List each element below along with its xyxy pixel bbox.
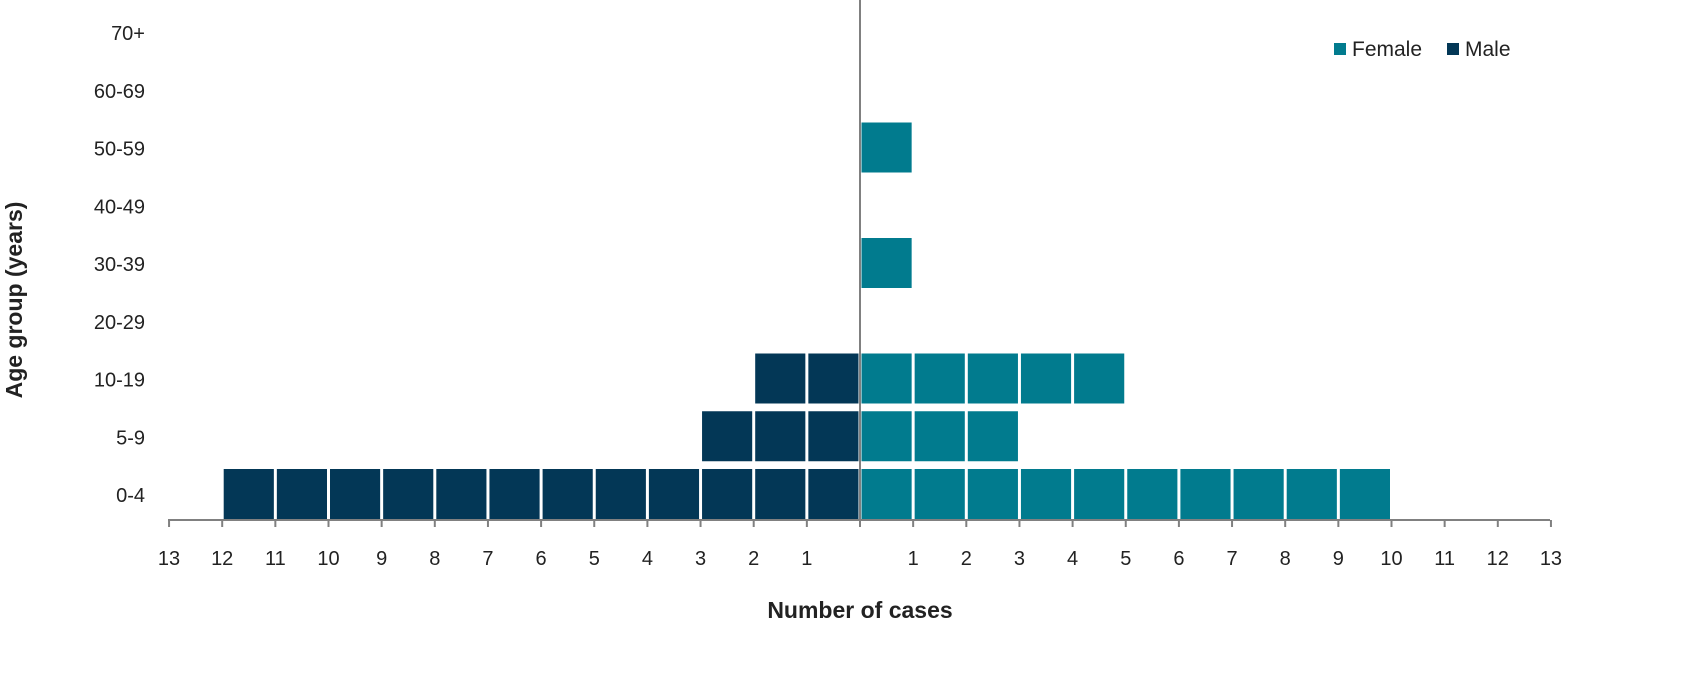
bar-male-0-4-case-6	[542, 469, 593, 519]
bar-male-0-4-case-5	[595, 469, 646, 519]
bar-male-0-4-case-1	[808, 469, 859, 519]
bars-group	[223, 122, 1390, 519]
x-tick-label: 6	[536, 548, 547, 570]
y-tick-label: 40-49	[94, 196, 145, 218]
bar-female-30-39-case-1	[861, 238, 912, 288]
bar-female-10-19-case-5	[1074, 353, 1125, 404]
legend-swatch-female	[1334, 43, 1346, 55]
y-tick-label: 0-4	[116, 485, 145, 507]
x-tick-label: 12	[211, 548, 233, 570]
y-axis: 0-4 5-9 10-19 20-29 30-39 40-49 50-59 60-69 70+	[94, 23, 145, 507]
bar-female-0-4-case-8	[1233, 469, 1284, 519]
bar-male-10-19-case-1	[808, 353, 859, 404]
bar-female-0-4-case-1	[861, 469, 912, 519]
x-tick-label: 4	[1067, 548, 1078, 570]
bar-male-0-4-case-10	[330, 469, 381, 519]
x-tick-label: 2	[961, 548, 972, 570]
bar-female-0-4-case-7	[1180, 469, 1231, 519]
bar-female-0-4-case-5	[1074, 469, 1125, 519]
bar-female-10-19-case-2	[914, 353, 965, 404]
y-tick-label: 60-69	[94, 81, 145, 103]
legend-label-male: Male	[1465, 38, 1511, 61]
bar-female-10-19-case-3	[967, 353, 1018, 404]
bar-male-0-4-case-3	[702, 469, 753, 519]
x-tick-label: 8	[429, 548, 440, 570]
y-axis-title: Age group (years)	[1, 202, 27, 399]
bar-male-0-4-case-12	[223, 469, 274, 519]
bar-male-5-9-case-3	[702, 411, 753, 462]
legend-swatch-male	[1447, 43, 1459, 55]
bar-female-0-4-case-10	[1339, 469, 1390, 519]
x-tick-label: 10	[317, 548, 339, 570]
x-tick-label: 10	[1380, 548, 1402, 570]
bar-male-0-4-case-11	[276, 469, 327, 519]
x-tick-label: 7	[1226, 548, 1237, 570]
x-tick-label: 9	[1333, 548, 1344, 570]
y-tick-label: 5-9	[116, 427, 145, 449]
x-tick-label: 3	[695, 548, 706, 570]
x-tick-label: 7	[482, 548, 493, 570]
bar-male-0-4-case-9	[383, 469, 434, 519]
bar-male-5-9-case-2	[755, 411, 806, 462]
bar-female-5-9-case-2	[914, 411, 965, 462]
bar-female-5-9-case-1	[861, 411, 912, 462]
bar-female-10-19-case-1	[861, 353, 912, 404]
x-tick-label: 6	[1173, 548, 1184, 570]
x-tick-label: 13	[1540, 548, 1562, 570]
x-tick-label: 8	[1280, 548, 1291, 570]
x-tick-label: 4	[642, 548, 653, 570]
bar-female-0-4-case-2	[914, 469, 965, 519]
legend-label-female: Female	[1352, 38, 1422, 61]
bar-male-0-4-case-4	[648, 469, 700, 519]
bar-male-5-9-case-1	[808, 411, 859, 462]
x-tick-label: 11	[265, 548, 286, 570]
x-axis: 13 12 11 10 9 8 7 6 5 4 3 2 1 1 2 3 4 5 6 7 8 9 10 11 12 13	[158, 519, 1562, 570]
y-tick-label: 50-59	[94, 139, 145, 161]
x-tick-label: 5	[1120, 548, 1131, 570]
x-tick-label: 1	[908, 548, 919, 570]
bar-female-0-4-case-4	[1020, 469, 1072, 519]
bar-male-0-4-case-7	[489, 469, 540, 519]
bar-male-0-4-case-8	[436, 469, 487, 519]
x-tick-label: 3	[1014, 548, 1025, 570]
legend: Female Male	[1334, 38, 1511, 61]
x-tick-label: 5	[589, 548, 600, 570]
x-axis-title: Number of cases	[767, 597, 952, 623]
bar-male-10-19-case-2	[755, 353, 806, 404]
bar-female-0-4-case-6	[1127, 469, 1178, 519]
bar-male-0-4-case-2	[755, 469, 806, 519]
bar-female-50-59-case-1	[861, 122, 912, 173]
bar-female-0-4-case-9	[1286, 469, 1337, 519]
y-tick-label: 20-29	[94, 312, 145, 334]
bar-female-10-19-case-4	[1020, 353, 1072, 404]
bar-female-5-9-case-3	[967, 411, 1018, 462]
x-tick-label: 12	[1487, 548, 1509, 570]
y-tick-label: 70+	[111, 23, 145, 45]
x-tick-label: 13	[158, 548, 180, 570]
y-tick-label: 30-39	[94, 254, 145, 276]
y-tick-label: 10-19	[94, 370, 145, 392]
x-tick-label: 9	[376, 548, 387, 570]
bar-female-0-4-case-3	[967, 469, 1018, 519]
x-tick-label: 11	[1434, 548, 1455, 570]
x-tick-label: 1	[801, 548, 812, 570]
x-tick-label: 2	[748, 548, 759, 570]
